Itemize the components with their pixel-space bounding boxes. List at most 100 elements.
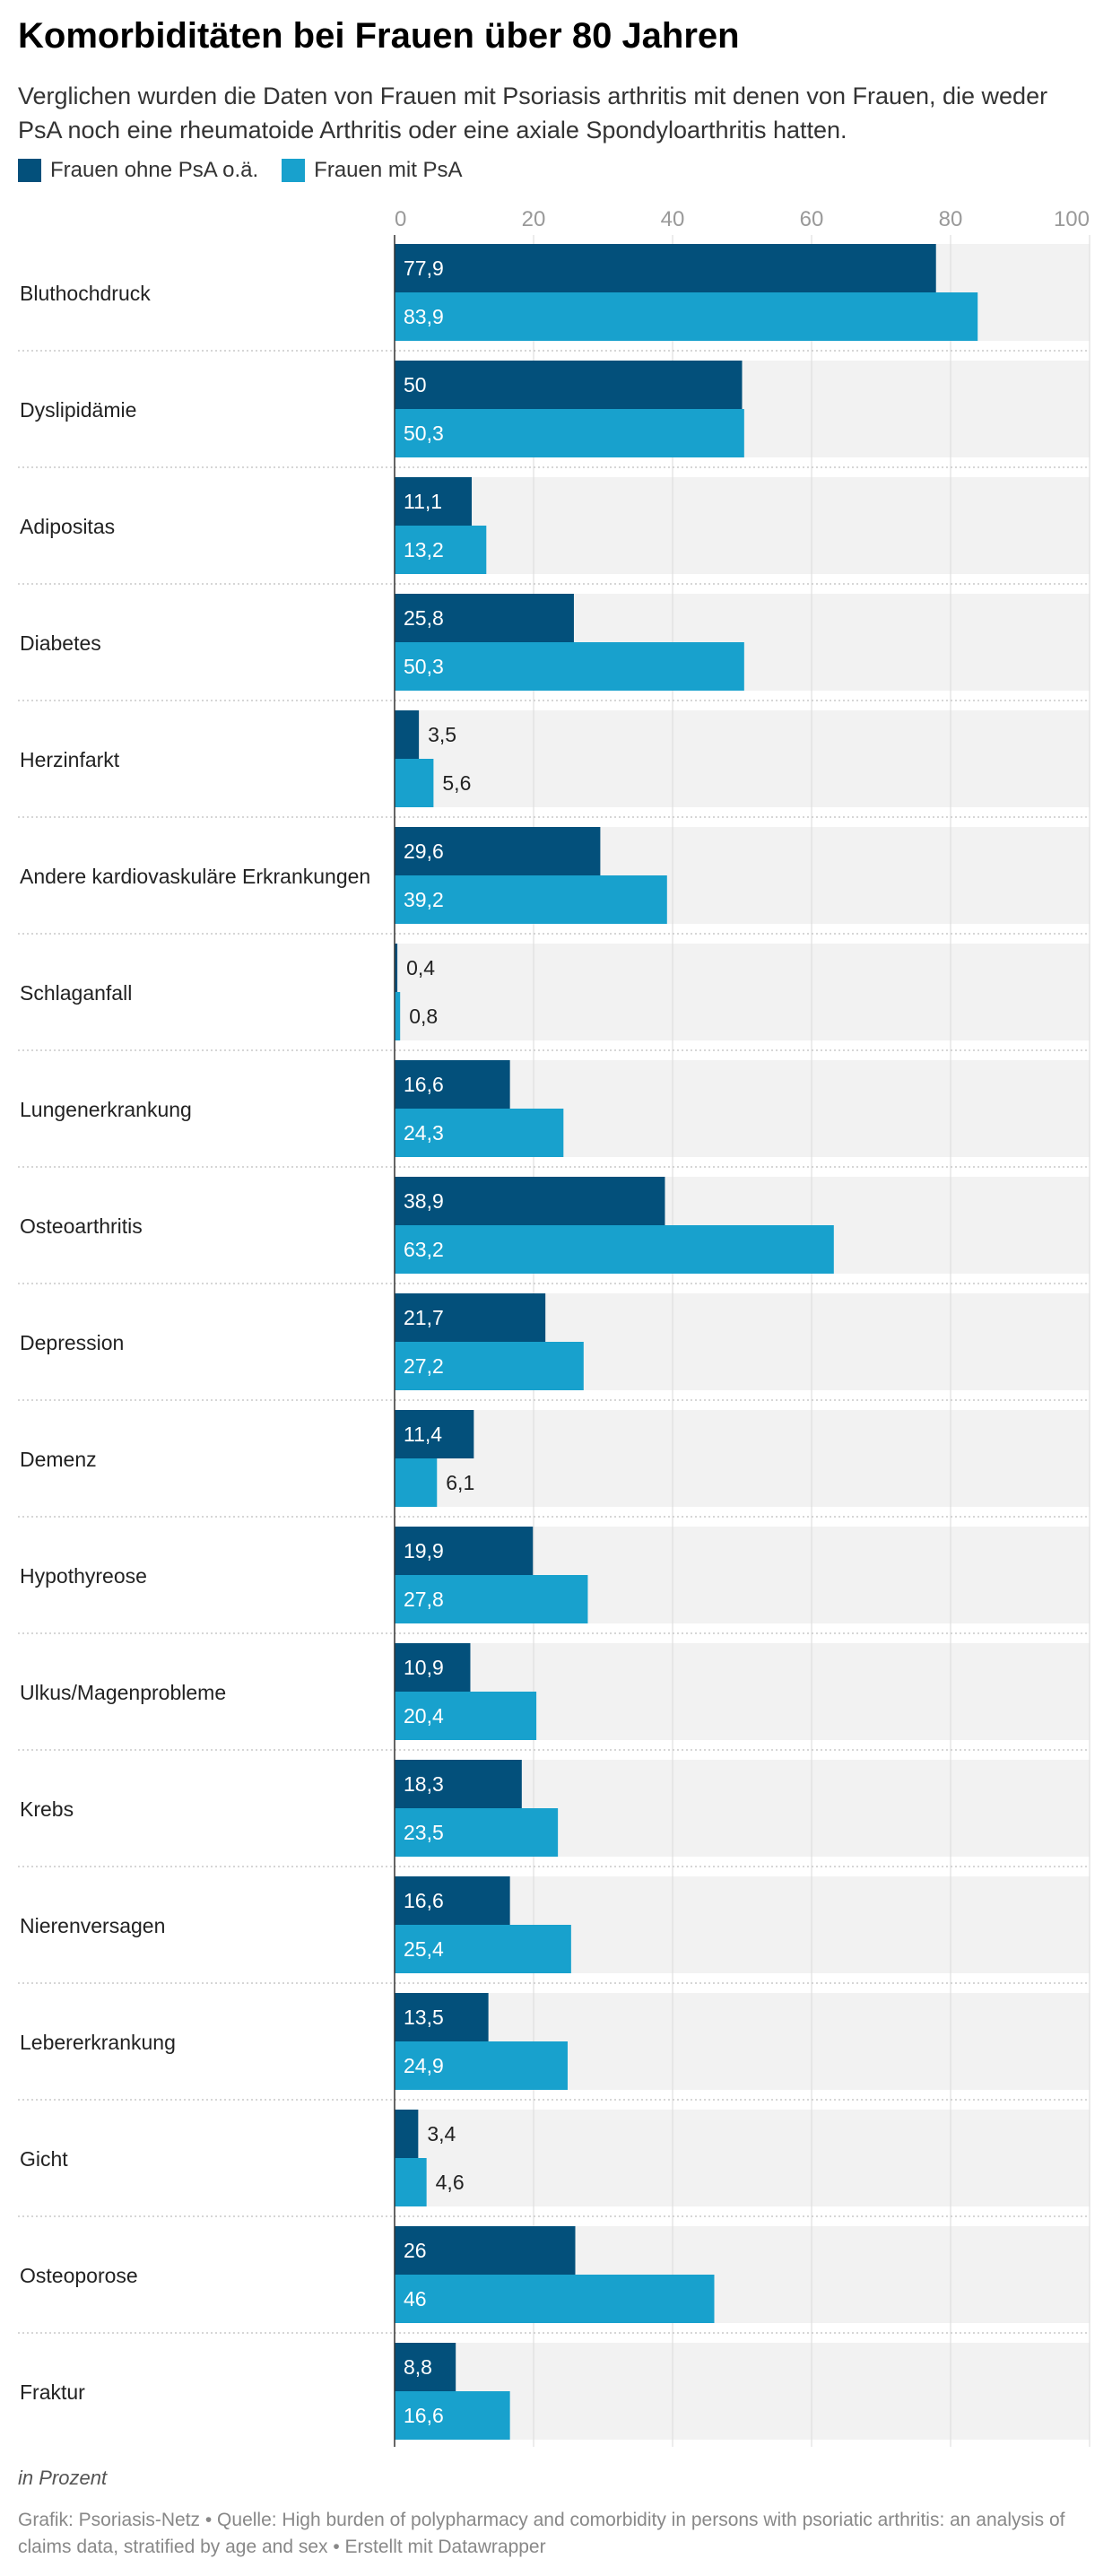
value-label-ohne-psa-ulkus-magenprobleme: 10,9 xyxy=(404,1656,444,1679)
value-label-mit-psa-demenz: 6,1 xyxy=(446,1471,474,1494)
value-label-mit-psa-lungenerkrankung: 24,3 xyxy=(404,1121,444,1144)
value-label-mit-psa-bluthochdruck: 83,9 xyxy=(404,305,444,328)
bar-ohne-psa-gicht xyxy=(395,2110,419,2158)
bar-ohne-psa-fraktur xyxy=(395,2343,456,2391)
row-background-herzinfarkt xyxy=(395,710,1090,807)
bar-ohne-psa-osteoporose xyxy=(395,2226,576,2275)
bar-mit-psa-diabetes xyxy=(395,642,744,691)
category-label-andere-kardiovaskulaere-erkrankungen: Andere kardiovaskuläre Erkrankungen xyxy=(20,865,370,888)
tick-label-100: 100 xyxy=(1054,207,1090,231)
value-label-ohne-psa-osteoporose: 26 xyxy=(404,2239,427,2262)
bar-ohne-psa-lebererkrankung xyxy=(395,1993,489,2041)
value-label-ohne-psa-andere-kardiovaskulaere-erkrankungen: 29,6 xyxy=(404,840,444,863)
bar-chart: 0 20 40 60 80 100 Bluthochdruck Dyslipidämie Adi… xyxy=(18,207,1090,2447)
row-background-demenz xyxy=(395,1410,1090,1507)
bar-mit-psa-ulkus-magenprobleme xyxy=(395,1692,537,1740)
bar-mit-psa-krebs xyxy=(395,1808,559,1857)
bar-ohne-psa-herzinfarkt xyxy=(395,710,420,759)
bar-ohne-psa-nierenversagen xyxy=(395,1876,510,1925)
legend-item-ohne-psa: Frauen ohne PsA o.ä. xyxy=(18,158,258,183)
bar-ohne-psa-andere-kardiovaskulaere-erkrankungen xyxy=(395,827,601,875)
category-label-diabetes: Diabetes xyxy=(20,631,101,655)
value-label-mit-psa-osteoporose: 46 xyxy=(404,2287,427,2311)
value-label-ohne-psa-osteoarthritis: 38,9 xyxy=(404,1189,444,1213)
bar-mit-psa-herzinfarkt xyxy=(395,759,434,807)
value-label-ohne-psa-demenz: 11,4 xyxy=(404,1423,442,1446)
value-label-mit-psa-nierenversagen: 25,4 xyxy=(404,1937,444,1961)
legend-label-mit-psa: Frauen mit PsA xyxy=(314,158,463,182)
value-label-mit-psa-andere-kardiovaskulaere-erkrankungen: 39,2 xyxy=(404,888,444,911)
bar-mit-psa-demenz xyxy=(395,1458,438,1507)
legend-swatch-ohne-psa xyxy=(18,159,41,182)
value-label-ohne-psa-gicht: 3,4 xyxy=(427,2122,456,2145)
bar-ohne-psa-krebs xyxy=(395,1760,522,1808)
tick-label-60: 60 xyxy=(800,207,824,231)
source-credit: Grafik: Psoriasis-Netz • Quelle: High bu… xyxy=(18,2510,1065,2557)
tick-label-20: 20 xyxy=(522,207,546,231)
bar-ohne-psa-dyslipidaemie xyxy=(395,361,743,409)
value-label-ohne-psa-nierenversagen: 16,6 xyxy=(404,1889,444,1912)
value-label-ohne-psa-fraktur: 8,8 xyxy=(404,2355,432,2379)
legend-swatch-mit-psa xyxy=(282,159,306,182)
bar-mit-psa-adipositas xyxy=(395,526,487,574)
bar-ohne-psa-bluthochdruck xyxy=(395,244,936,292)
value-label-mit-psa-ulkus-magenprobleme: 20,4 xyxy=(404,1704,444,1727)
value-label-ohne-psa-lungenerkrankung: 16,6 xyxy=(404,1073,444,1096)
tick-label-40: 40 xyxy=(661,207,685,231)
row-background-gicht xyxy=(395,2110,1090,2206)
value-label-mit-psa-hypothyreose: 27,8 xyxy=(404,1588,444,1611)
legend-label-ohne-psa: Frauen ohne PsA o.ä. xyxy=(50,158,259,182)
value-label-mit-psa-dyslipidaemie: 50,3 xyxy=(404,422,444,445)
bar-ohne-psa-hypothyreose xyxy=(395,1527,534,1575)
bar-ohne-psa-depression xyxy=(395,1293,546,1342)
row-background-fraktur xyxy=(395,2343,1090,2440)
bar-mit-psa-gicht xyxy=(395,2158,427,2206)
value-label-ohne-psa-lebererkrankung: 13,5 xyxy=(404,2006,444,2029)
category-label-depression: Depression xyxy=(20,1331,124,1354)
bar-ohne-psa-demenz xyxy=(395,1410,474,1458)
bar-mit-psa-bluthochdruck xyxy=(395,292,978,341)
bar-ohne-psa-ulkus-magenprobleme xyxy=(395,1643,471,1692)
category-label-bluthochdruck: Bluthochdruck xyxy=(20,282,151,305)
category-label-krebs: Krebs xyxy=(20,1797,74,1821)
category-label-demenz: Demenz xyxy=(20,1448,97,1471)
value-label-ohne-psa-adipositas: 11,1 xyxy=(404,490,442,513)
value-label-mit-psa-schlaganfall: 0,8 xyxy=(409,1005,438,1028)
category-label-herzinfarkt: Herzinfarkt xyxy=(20,748,120,771)
bar-mit-psa-nierenversagen xyxy=(395,1925,571,1973)
category-label-hypothyreose: Hypothyreose xyxy=(20,1564,147,1588)
category-label-schlaganfall: Schlaganfall xyxy=(20,981,132,1005)
legend-item-mit-psa: Frauen mit PsA xyxy=(282,158,463,183)
bar-mit-psa-osteoporose xyxy=(395,2275,715,2323)
chart-title: Komorbiditäten bei Frauen über 80 Jahren xyxy=(18,16,740,56)
unit-note: in Prozent xyxy=(18,2467,108,2489)
chart-subtitle: Verglichen wurden die Daten von Frauen m… xyxy=(18,83,1048,144)
value-label-ohne-psa-bluthochdruck: 77,9 xyxy=(404,257,444,280)
bar-ohne-psa-diabetes xyxy=(395,594,574,642)
bar-ohne-psa-schlaganfall xyxy=(395,944,398,992)
value-label-mit-psa-fraktur: 16,6 xyxy=(404,2404,444,2427)
bar-mit-psa-lungenerkrankung xyxy=(395,1109,564,1157)
value-label-ohne-psa-herzinfarkt: 3,5 xyxy=(428,723,456,746)
category-label-fraktur: Fraktur xyxy=(20,2380,85,2404)
row-background-schlaganfall xyxy=(395,944,1090,1040)
category-label-lebererkrankung: Lebererkrankung xyxy=(20,2031,176,2054)
bar-mit-psa-dyslipidaemie xyxy=(395,409,744,457)
value-label-ohne-psa-krebs: 18,3 xyxy=(404,1772,444,1796)
value-label-mit-psa-diabetes: 50,3 xyxy=(404,655,444,678)
category-label-adipositas: Adipositas xyxy=(20,515,115,538)
bar-mit-psa-lebererkrankung xyxy=(395,2041,568,2090)
tick-label-0: 0 xyxy=(395,207,406,231)
bar-ohne-psa-lungenerkrankung xyxy=(395,1060,510,1109)
category-label-gicht: Gicht xyxy=(20,2147,68,2171)
category-label-osteoporose: Osteoporose xyxy=(20,2264,138,2287)
category-label-lungenerkrankung: Lungenerkrankung xyxy=(20,1098,192,1121)
bar-mit-psa-fraktur xyxy=(395,2391,510,2440)
category-label-dyslipidaemie: Dyslipidämie xyxy=(20,398,136,422)
bar-mit-psa-andere-kardiovaskulaere-erkrankungen xyxy=(395,875,667,924)
bar-mit-psa-hypothyreose xyxy=(395,1575,588,1623)
bar-mit-psa-osteoarthritis xyxy=(395,1225,834,1274)
value-label-mit-psa-lebererkrankung: 24,9 xyxy=(404,2054,444,2077)
value-label-mit-psa-osteoarthritis: 63,2 xyxy=(404,1238,444,1261)
